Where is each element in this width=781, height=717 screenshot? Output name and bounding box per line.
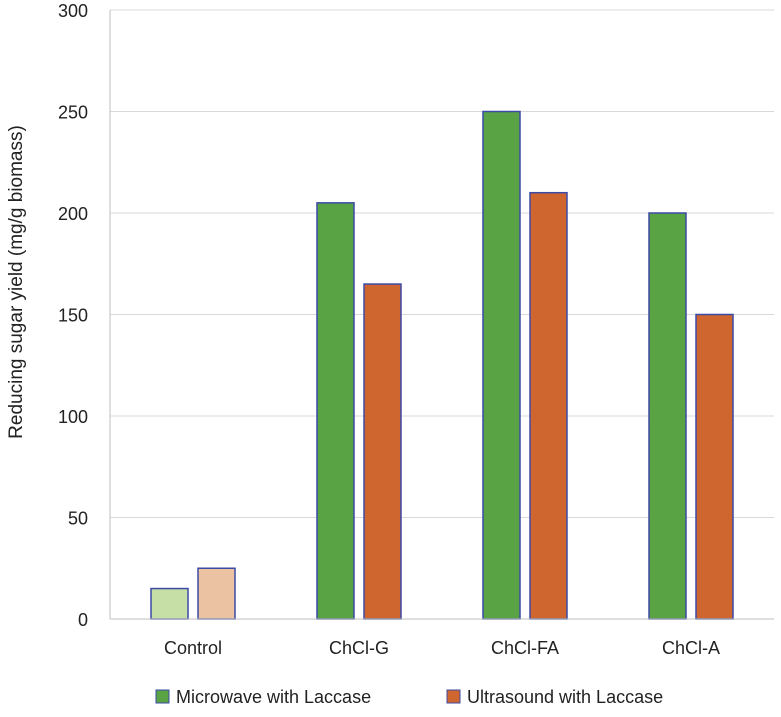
y-axis-title: Reducing sugar yield (mg/g biomass)	[6, 125, 27, 439]
bar-chcl-a-ultrasound	[695, 313, 734, 620]
bar-chcl-fa-microwave	[482, 110, 521, 620]
legend-swatch-microwave	[155, 689, 170, 704]
y-tick-label: 250	[58, 103, 88, 123]
axes	[109, 10, 774, 620]
x-tick-label: ChCl-G	[329, 638, 389, 658]
bar-chcl-g-ultrasound	[363, 283, 402, 620]
y-tick-label: 200	[58, 204, 88, 224]
x-tick-labels: Control ChCl-G ChCl-FA ChCl-A	[164, 638, 720, 658]
y-tick-label: 0	[78, 610, 88, 630]
y-tick-labels: 0 50 100 150 200 250 300	[58, 1, 88, 630]
bar-control-ultrasound	[197, 567, 236, 620]
y-tick-label: 150	[58, 306, 88, 326]
x-tick-label: ChCl-FA	[491, 638, 559, 658]
y-tick-label: 50	[68, 509, 88, 529]
bars	[150, 110, 734, 620]
legend-swatch-ultrasound	[446, 689, 461, 704]
y-tick-label: 300	[58, 1, 88, 21]
legend-label-microwave: Microwave with Laccase	[176, 687, 371, 707]
bar-chcl-g-microwave	[316, 202, 355, 620]
y-tick-label: 100	[58, 407, 88, 427]
bar-control-microwave	[150, 587, 189, 620]
legend-label-ultrasound: Ultrasound with Laccase	[467, 687, 663, 707]
legend: Microwave with Laccase Ultrasound with La…	[155, 687, 663, 707]
bar-chcl-a-microwave	[648, 212, 687, 620]
x-tick-label: ChCl-A	[662, 638, 720, 658]
bar-chcl-fa-ultrasound	[529, 191, 568, 620]
x-tick-label: Control	[164, 638, 222, 658]
